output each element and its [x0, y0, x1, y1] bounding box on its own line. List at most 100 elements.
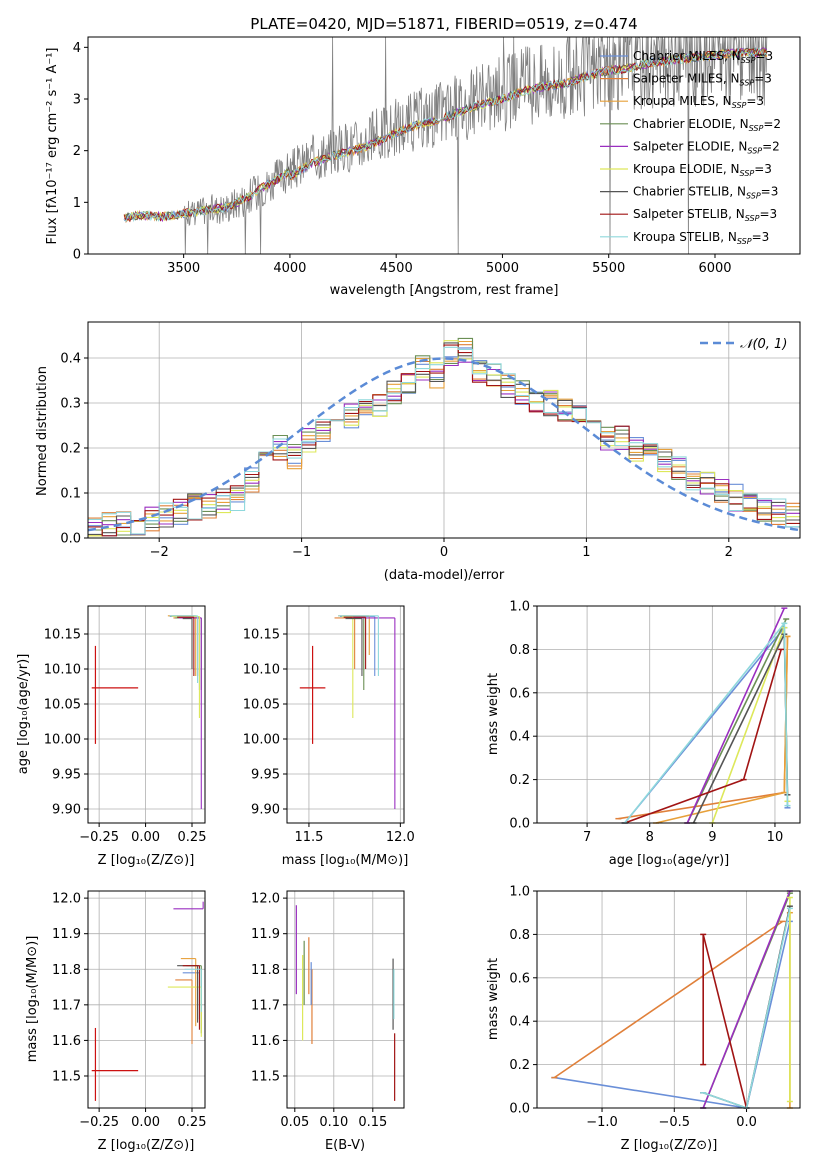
mass-vs-ebv-ytick-label: 11.9 — [251, 927, 280, 942]
mass-vs-z-ytick-label: 11.6 — [52, 1034, 81, 1049]
mass-vs-z-frame — [87, 890, 206, 1109]
age-vs-z-ytick-label: 9.90 — [52, 803, 81, 818]
weight-vs-age-ytick-label: 1.0 — [509, 600, 530, 615]
weight-vs-age-xtick-label: 7 — [583, 830, 591, 845]
weight-vs-age-xtick-label: 10 — [767, 830, 784, 845]
legend-label: Chabrier ELODIE, NSSP=2 — [633, 117, 781, 133]
residual-xtick-label: −1 — [292, 545, 311, 560]
mass-vs-z-grid: −0.25 0.00 0.25 11.5 11.6 11.7 11.8 11.9 12.0 — [52, 891, 206, 1130]
weight-vs-z-panel: −1.0 −0.5 0.0 0.0 0.2 0.4 0.6 0.8 1.0 Z [log₁₀(Z… — [486, 885, 801, 1153]
age-vs-mass-points — [299, 615, 396, 809]
mass-vs-ebv-points — [295, 905, 396, 1101]
weight-vs-age-xtick-label: 8 — [646, 830, 654, 845]
mass-vs-ebv-xtick-label: 0.10 — [319, 1115, 348, 1130]
gaussian-curve — [87, 357, 801, 532]
mass-vs-ebv-ytick-label: 11.8 — [251, 963, 280, 978]
spectrum-xtick-label: 4500 — [380, 261, 413, 276]
mass-vs-z-ytick-label: 11.8 — [52, 963, 81, 978]
legend-label: Kroupa MILES, NSSP=3 — [633, 94, 764, 110]
mass-vs-z-ytick-label: 11.9 — [52, 927, 81, 942]
age-vs-mass-xlabel: mass [log₁₀(M/M⊙)] — [282, 853, 409, 868]
gaussian-legend-label: 𝒩(0, 1) — [740, 337, 787, 352]
spectrum-ytick-label: 1 — [73, 196, 81, 211]
legend-label: Salpeter ELODIE, NSSP=2 — [633, 139, 780, 155]
residual-histogram — [88, 346, 800, 535]
spectrum-ytick-label: 3 — [73, 93, 81, 108]
age-vs-z-ytick-label: 10.05 — [44, 698, 81, 713]
age-vs-z-ytick-label: 10.00 — [44, 733, 81, 748]
spectrum-ytick-label: 2 — [73, 144, 81, 159]
weight-age-track — [686, 618, 787, 824]
mass-vs-z-ytick-label: 11.7 — [52, 998, 81, 1013]
weight-vs-z-xtick-label: −1.0 — [586, 1115, 618, 1130]
weight-vs-z-xtick-label: −0.5 — [658, 1115, 690, 1130]
spectrum-ticks: 3500 4000 4500 5000 5500 6000 0 1 2 3 4 — [73, 41, 732, 276]
weight-vs-z-lines — [551, 890, 793, 1110]
mass-vs-z-xlabel: Z [log₁₀(Z/Z⊙)] — [98, 1138, 195, 1153]
age-vs-z-grid: −0.25 0.00 0.25 9.90 9.95 10.00 10.05 10.10 10.1… — [44, 606, 206, 845]
age-vs-z-frame — [87, 605, 206, 824]
spectrum-xtick-label: 6000 — [698, 261, 731, 276]
spectrum-legend: Chabrier MILES, NSSP=3 Salpeter MILES, NS… — [600, 49, 781, 246]
residual-xtick-label: 1 — [582, 545, 590, 560]
weight-vs-age-ytick-label: 0.2 — [509, 773, 530, 788]
legend-label: Chabrier MILES, NSSP=3 — [633, 49, 773, 65]
spectrum-xlabel: wavelength [Angstrom, rest frame] — [330, 283, 559, 298]
age-vs-mass-panel: 11.5 12.0 9.90 9.95 10.00 10.05 10.10 10.15 mas… — [243, 605, 415, 868]
weight-vs-age-frame — [536, 605, 801, 824]
residual-legend: 𝒩(0, 1) — [700, 337, 787, 352]
figure-title: PLATE=0420, MJD=51871, FIBERID=0519, z=0… — [250, 15, 637, 33]
weight-vs-z-xlabel: Z [log₁₀(Z/Z⊙)] — [621, 1138, 718, 1153]
legend-label: Salpeter MILES, NSSP=3 — [633, 72, 772, 88]
age-vs-mass-xtick-label: 12.0 — [386, 830, 415, 845]
mass-vs-ebv-xtick-label: 0.05 — [280, 1115, 309, 1130]
age-vs-mass-xtick-label: 11.5 — [294, 830, 323, 845]
weight-vs-z-ytick-label: 0.4 — [509, 1015, 530, 1030]
residual-ylabel: Normed distribution — [35, 366, 50, 496]
mass-vs-ebv-ytick-label: 11.6 — [251, 1034, 280, 1049]
weight-vs-z-ylabel: mass weight — [486, 958, 501, 1040]
residual-ytick-label: 0.0 — [60, 532, 81, 547]
legend-label: Kroupa STELIB, NSSP=3 — [633, 230, 769, 246]
age-vs-mass-ytick-label: 10.15 — [243, 628, 280, 643]
weight-vs-z-ytick-label: 0.6 — [509, 971, 530, 986]
mass-vs-ebv-ytick-label: 11.5 — [251, 1069, 280, 1084]
weight-vs-z-ytick-label: 0.2 — [509, 1058, 530, 1073]
age-vs-z-points — [91, 615, 202, 809]
weight-vs-age-panel: 7 8 9 10 0.0 0.2 0.4 0.6 0.8 1.0 age [log₁₀(age/y… — [486, 600, 801, 868]
mass-vs-ebv-frame — [286, 890, 405, 1109]
residual-xlabel: (data-model)/error — [384, 568, 505, 583]
weight-vs-z-xtick-label: 0.0 — [736, 1115, 757, 1130]
spectrum-xtick-label: 5500 — [592, 261, 625, 276]
age-vs-z-ytick-label: 9.95 — [52, 768, 81, 783]
mass-vs-z-ylabel: mass [log₁₀(M/M⊙)] — [25, 936, 40, 1063]
residual-ytick-label: 0.1 — [60, 487, 81, 502]
spectrum-ytick-label: 4 — [73, 41, 81, 56]
age-vs-z-xtick-label: 0.00 — [131, 830, 160, 845]
residual-ytick-label: 0.3 — [60, 397, 81, 412]
spectrum-xtick-label: 5000 — [486, 261, 519, 276]
weight-z-track — [702, 890, 791, 1109]
spectrum-axes-frame — [87, 36, 801, 255]
age-vs-mass-ytick-label: 10.05 — [243, 698, 280, 713]
weight-vs-age-ytick-label: 0.0 — [509, 817, 530, 832]
residual-xtick-label: 0 — [440, 545, 448, 560]
weight-vs-age-lines — [615, 607, 791, 824]
age-vs-z-xtick-label: −0.25 — [79, 830, 119, 845]
age-vs-mass-ytick-label: 10.00 — [243, 733, 280, 748]
age-vs-z-xlabel: Z [log₁₀(Z/Z⊙)] — [98, 853, 195, 868]
weight-vs-age-ytick-label: 0.4 — [509, 730, 530, 745]
spectrum-panel: 3500 4000 4500 5000 5500 6000 0 1 2 3 4 Chabrier M… — [45, 36, 801, 298]
model-spectrum — [124, 47, 768, 221]
mass-vs-ebv-ytick-label: 11.7 — [251, 998, 280, 1013]
model-spectrum — [123, 48, 768, 223]
age-vs-z-panel: −0.25 0.00 0.25 9.90 9.95 10.00 10.05 10.10 10.1… — [16, 605, 206, 868]
mass-vs-z-ytick-label: 11.5 — [52, 1069, 81, 1084]
weight-vs-z-ytick-label: 0.0 — [509, 1102, 530, 1117]
spectrum-models — [123, 46, 768, 224]
residual-panel: −2 −1 0 1 2 0.0 0.1 0.2 0.3 0.4 𝒩(0, 1) (data-mod… — [35, 321, 801, 583]
weight-vs-age-ytick-label: 0.6 — [509, 686, 530, 701]
age-vs-mass-grid: 11.5 12.0 9.90 9.95 10.00 10.05 10.10 10.15 — [243, 606, 415, 845]
residual-axes-frame — [87, 321, 801, 539]
mass-vs-ebv-xtick-label: 0.15 — [358, 1115, 387, 1130]
